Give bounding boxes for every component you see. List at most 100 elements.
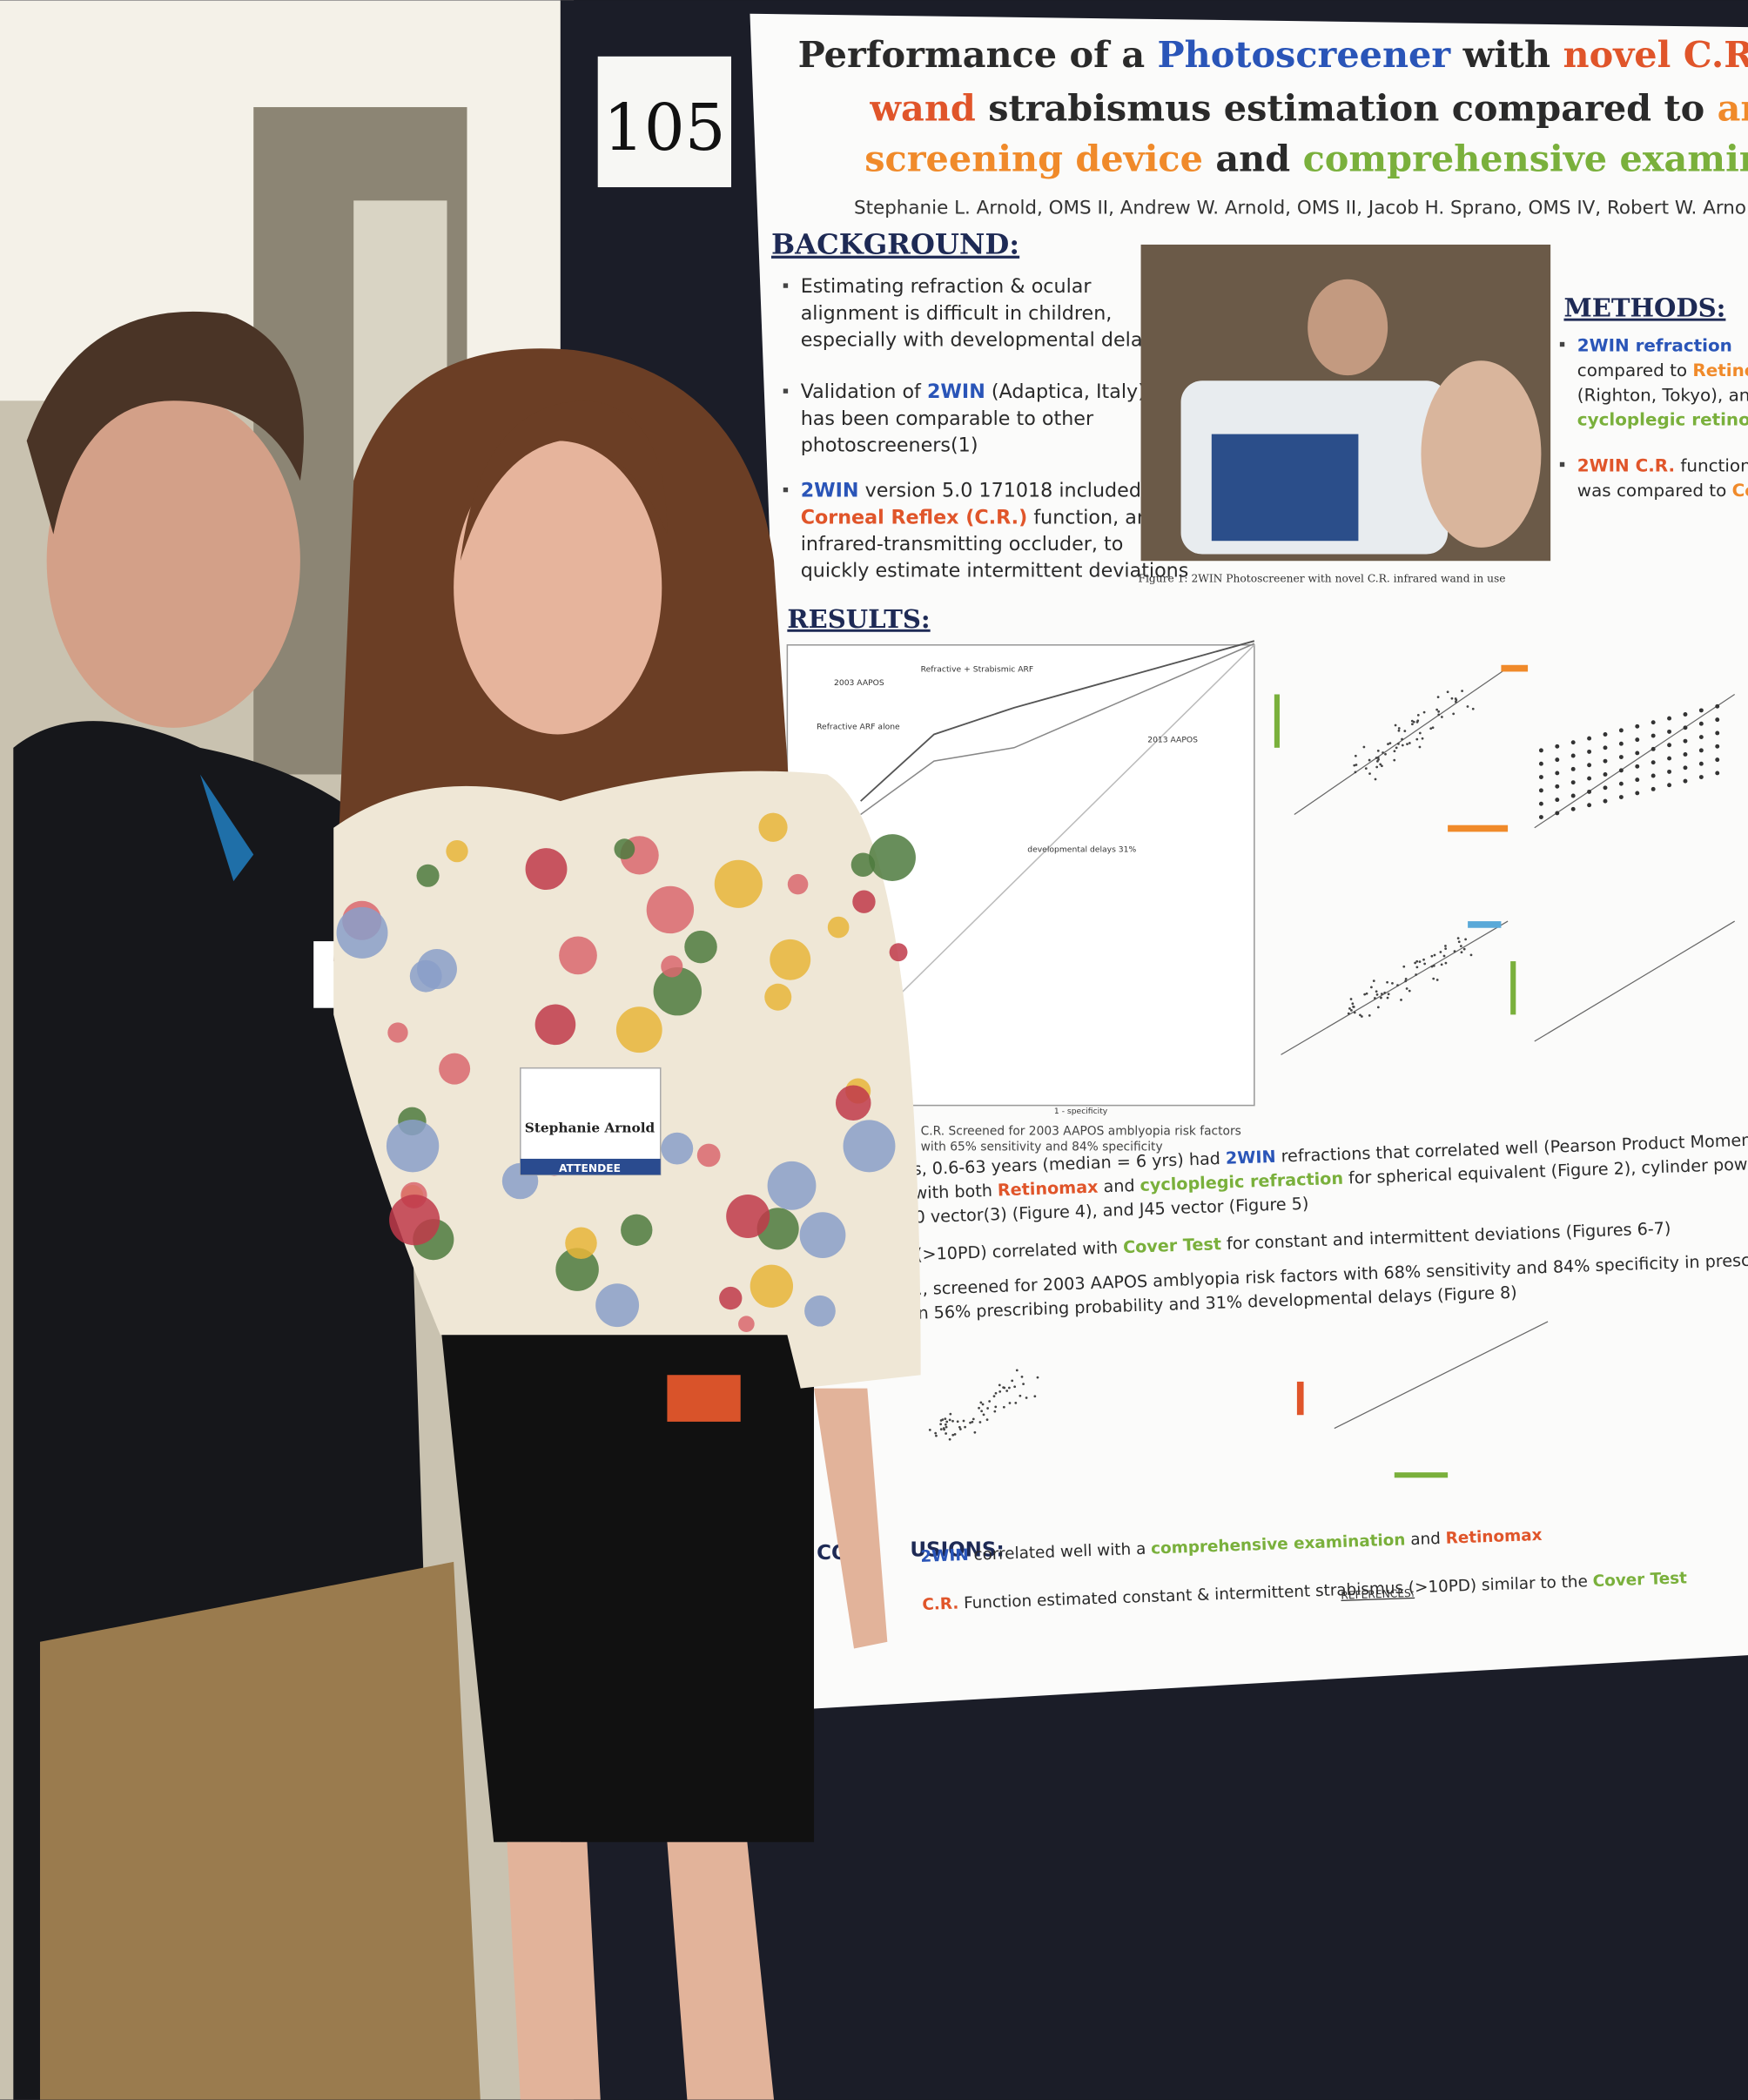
dot [1353,764,1356,767]
dot [1394,724,1397,727]
section-heading: METHODS: [1563,293,1725,323]
flower [843,1120,896,1173]
dot [980,1410,984,1413]
dot [1538,761,1543,766]
dot [1033,1395,1037,1398]
dot [1538,748,1543,753]
flower [714,859,763,908]
dot [1408,989,1411,993]
dot [1408,742,1411,744]
dot [1002,1386,1005,1390]
scatter-points [928,690,1720,1441]
flower [439,1053,471,1085]
dot [979,1401,983,1404]
fit-line [1294,667,1509,815]
text-line: Estimating refraction & ocular [801,275,1092,298]
dot [1375,757,1378,759]
dot [1422,710,1426,714]
key [1510,961,1516,1015]
dot [1715,730,1720,736]
bullet-dot [783,487,789,493]
dot [1461,690,1463,692]
text-segment: and [1405,1530,1446,1550]
dot [1635,750,1640,756]
badge-band [520,1158,661,1175]
text-segment: and [1098,1175,1140,1197]
dot [1555,771,1560,776]
flower [595,1283,640,1328]
dot [1667,756,1672,761]
dot [1368,772,1371,776]
dot [1400,999,1402,1001]
text-line: alignment is difficult in children, [801,302,1113,325]
child-face [1308,279,1388,376]
text-line: 2WIN version 5.0 171018 included a [801,480,1160,502]
dot [986,1407,990,1410]
dot [1435,979,1439,981]
dot [1464,938,1467,941]
text-segment: Cover Test [1592,1569,1687,1591]
phone [667,1375,741,1422]
text-segment: version 5.0 171018 included a [859,480,1160,502]
text-line: has been comparable to other [801,407,1094,430]
dot [1422,958,1425,961]
dot [1618,728,1624,733]
flower [525,848,568,891]
flower [764,983,792,1011]
dot [1376,759,1379,763]
flower [661,1132,694,1165]
dot [1715,771,1720,776]
dot [1667,716,1672,721]
flower [827,916,850,939]
dot [1022,1383,1025,1386]
text-segment: photoscreeners [801,434,951,457]
dot [1455,700,1457,703]
text-segment: comprehensive examinatio [1303,138,1748,180]
dot [1384,752,1387,756]
dot [1404,978,1408,980]
dot [1418,731,1422,735]
flower [684,930,717,964]
key [1448,825,1509,832]
text-segment: function, an [1027,506,1149,528]
figure-caption: Figure 1: 2WIN Photoscreener with novel … [1138,573,1505,585]
text-segment: 2WIN refraction [1577,336,1732,356]
flower [869,834,916,881]
dot [1351,1002,1355,1006]
flower [559,936,597,975]
dot [1375,993,1379,996]
dot [1019,1394,1022,1397]
dot [945,1425,948,1429]
fit-line [1334,1321,1549,1430]
text-segment: wand [869,86,975,129]
flower [416,864,440,887]
dot [1715,703,1720,709]
dot [1453,950,1456,952]
dot [1364,767,1368,771]
dot [1618,755,1624,759]
dot [1683,725,1688,730]
dot [1402,965,1406,968]
text-segment: C.R. [922,1595,959,1614]
dot [1587,789,1592,794]
text-segment: screening device [864,138,1203,180]
dot [1387,993,1390,996]
dot [993,1410,997,1413]
dot [1651,720,1656,725]
dot [1587,749,1592,754]
dot [1376,749,1380,752]
dot [1439,951,1442,953]
dot [1365,992,1368,995]
text-segment: has been comparable to other [801,407,1094,430]
dot [1698,748,1704,753]
dot [978,1421,982,1424]
dot [1015,1369,1019,1372]
dot [981,1403,985,1406]
dot [988,1400,992,1403]
methods-bullets: 2WIN refraction compared to Retino (Righto… [1559,336,1748,501]
dot [1570,753,1576,758]
text-line: infrared-transmitting occluder, to [801,533,1124,555]
flower [534,1004,576,1046]
text-segment: Photoscreener [1158,33,1452,76]
